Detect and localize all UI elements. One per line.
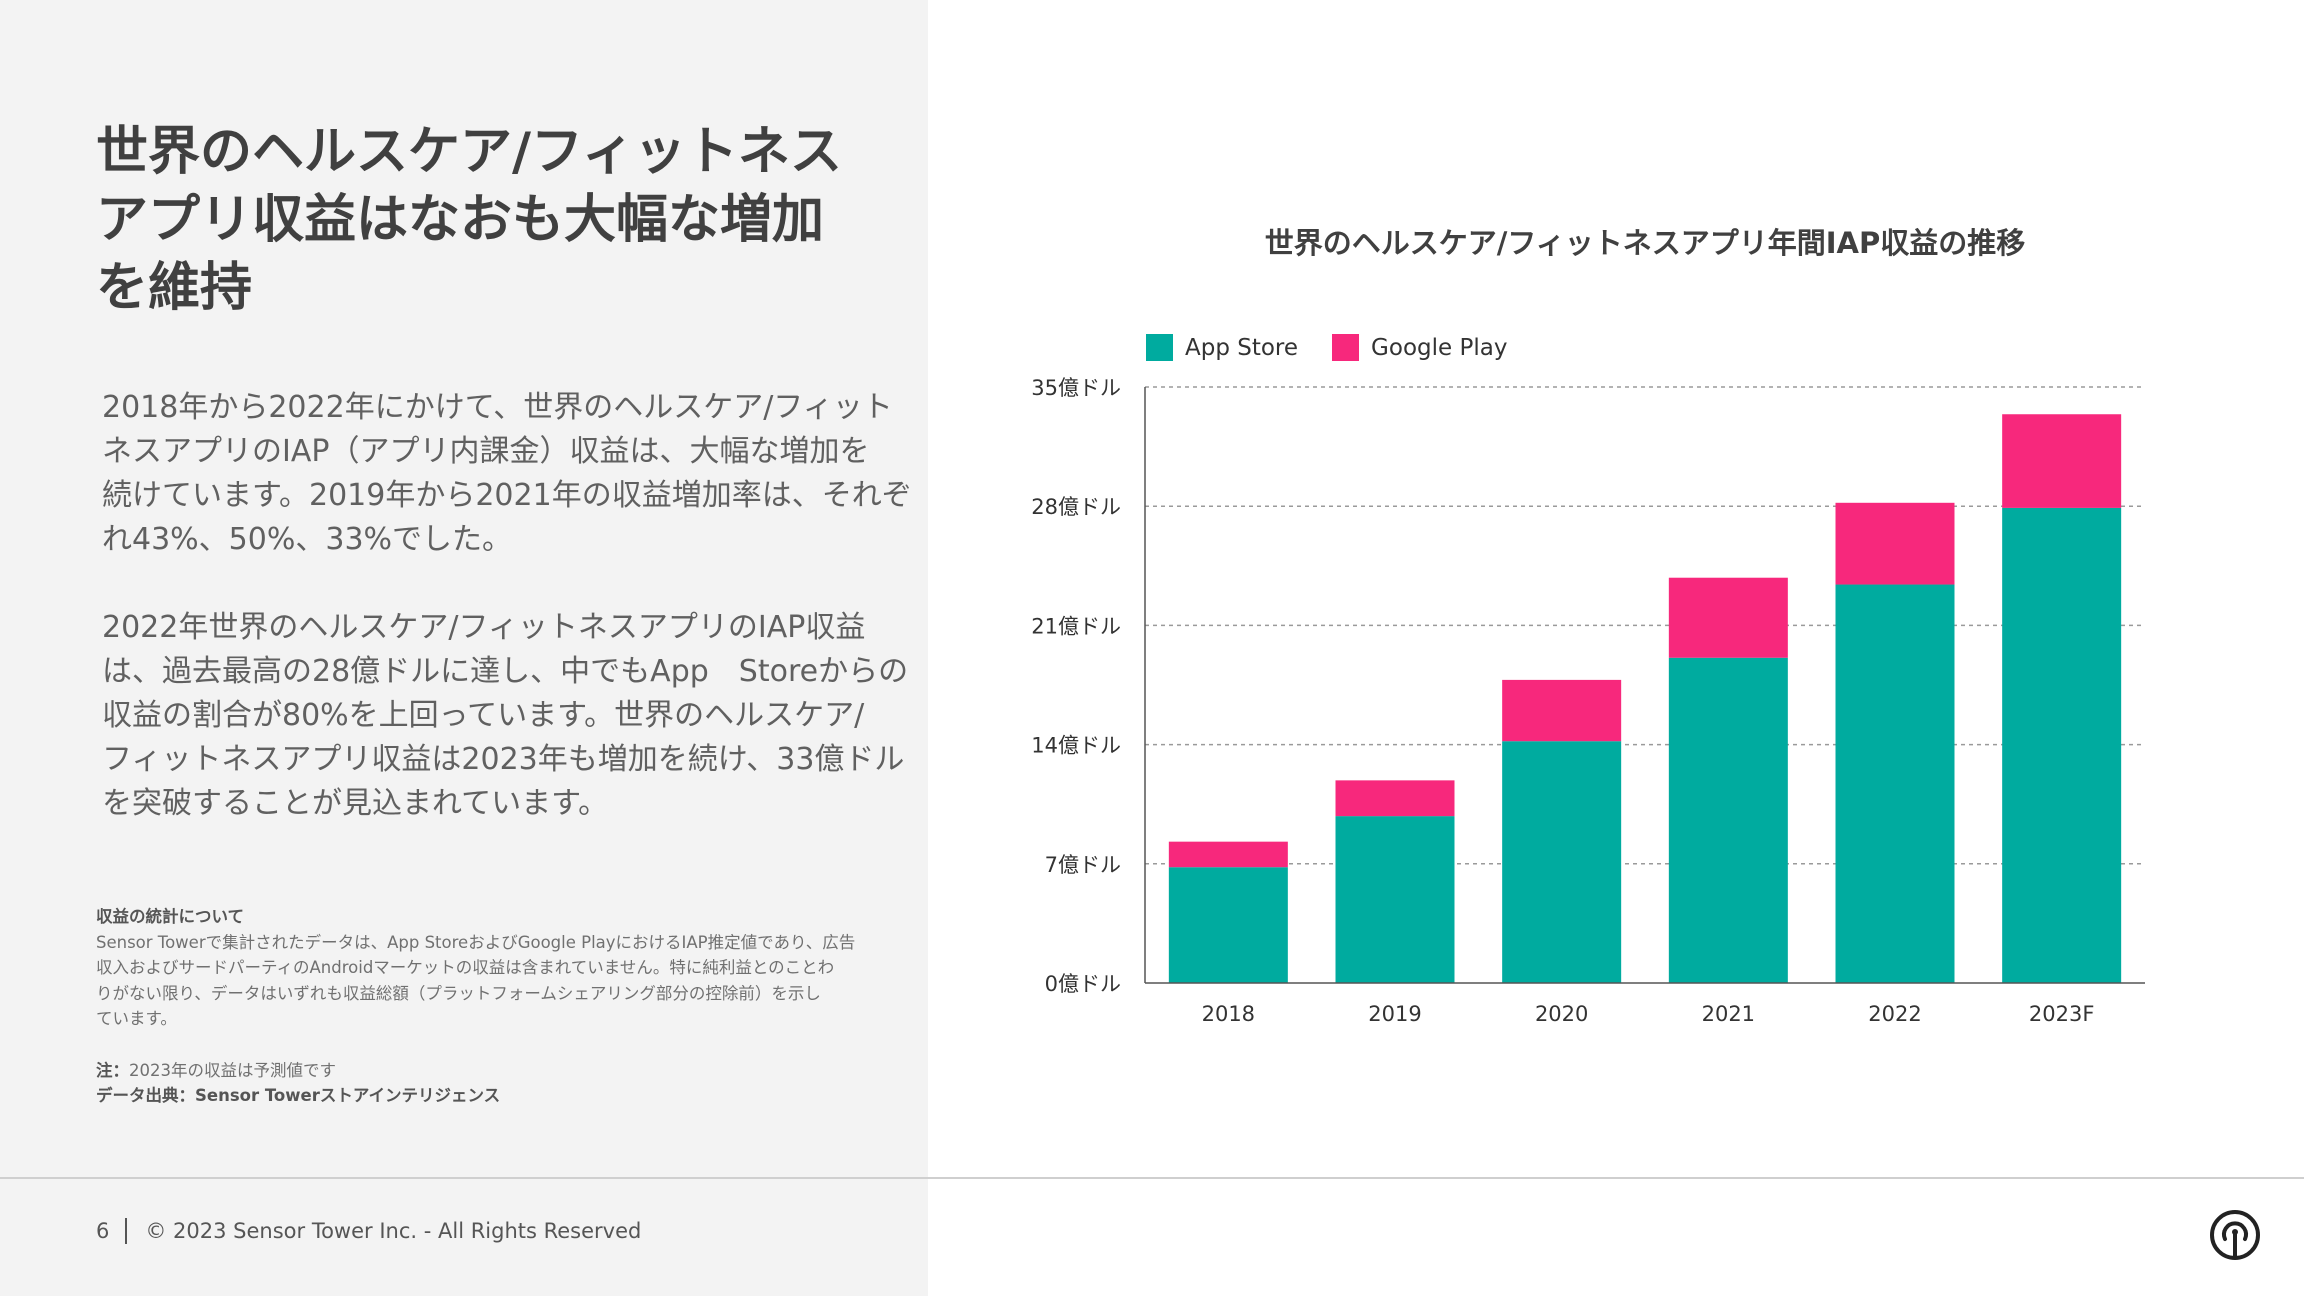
bar-google-play xyxy=(1502,679,1622,742)
page-number: 6 xyxy=(96,1219,110,1243)
body-line: フィットネスアプリ収益は2023年も増加を続け、33億ドル xyxy=(102,742,905,777)
legend-swatch-google-play xyxy=(1332,334,1360,361)
notes-line: りがない限り、データはいずれも収益総額（プラットフォームシェアリング部分の控除前… xyxy=(96,983,821,1003)
note-text: 2023年の収益は予測値です xyxy=(129,1060,336,1080)
bar-google-play xyxy=(2002,414,2122,508)
y-tick-label: 28億ドル xyxy=(1031,495,1121,519)
x-tick-label: 2021 xyxy=(1702,1002,1755,1026)
y-tick-label: 35億ドル xyxy=(1031,376,1121,400)
bar-google-play xyxy=(1168,841,1288,868)
body-text: 2018年から2022年にかけて、世界のヘルスケア/フィット ネスアプリのIAP… xyxy=(102,386,912,870)
y-tick-label: 21億ドル xyxy=(1031,614,1121,638)
body-paragraph-1: 2018年から2022年にかけて、世界のヘルスケア/フィット ネスアプリのIAP… xyxy=(102,386,912,562)
footer-separator xyxy=(125,1218,128,1244)
body-line: を突破することが見込まれています。 xyxy=(102,786,609,821)
forecast-note: 注：2023年の収益は予測値です xyxy=(96,1058,916,1084)
x-tick-label: 2023F xyxy=(2029,1002,2095,1026)
legend-label-app-store: App Store xyxy=(1185,334,1299,361)
legend-item-google-play: Google Play xyxy=(1332,334,1507,361)
note-label: 注： xyxy=(96,1060,129,1080)
notes-line: 収入およびサードパーティのAndroidマーケットの収益は含まれていません。特に… xyxy=(96,958,835,977)
bar-app-store xyxy=(1168,867,1288,983)
page-headline: 世界のヘルスケア/フィットネス アプリ収益はなおも大幅な増加 を維持 xyxy=(96,118,896,322)
methodology-notes: 収益の統計について Sensor Towerで集計されたデータは、App Sto… xyxy=(96,904,916,1109)
source-label: データ出典：Sensor Towerストアインテリジェンス xyxy=(96,1086,501,1105)
body-line: 収益の割合が80%を上回っています。世界のヘルスケア/ xyxy=(102,698,865,733)
y-tick-label: 7億ドル xyxy=(1045,853,1121,877)
chart-title: 世界のヘルスケア/フィットネスアプリ年間IAP収益の推移 xyxy=(1264,226,2026,260)
legend-swatch-app-store xyxy=(1146,334,1173,361)
bar-app-store xyxy=(1835,584,1955,983)
notes-line: ています。 xyxy=(96,1009,177,1028)
left-panel: 世界のヘルスケア/フィットネス アプリ収益はなおも大幅な増加 を維持 2018年… xyxy=(0,0,928,1296)
x-tick-label: 2018 xyxy=(1202,1002,1255,1026)
bar-app-store xyxy=(1668,657,1788,983)
legend-item-app-store: App Store xyxy=(1146,334,1298,361)
bar-app-store xyxy=(2002,507,2122,983)
legend-label-google-play: Google Play xyxy=(1371,334,1508,361)
body-paragraph-2: 2022年世界のヘルスケア/フィットネスアプリのIAP収益 は、過去最高の28億… xyxy=(102,606,909,826)
sensor-tower-logo-icon xyxy=(2210,1210,2260,1260)
footer: 6 © 2023 Sensor Tower Inc. - All Rights … xyxy=(96,1218,641,1244)
y-tick-label: 14億ドル xyxy=(1031,734,1121,758)
headline-line: 世界のヘルスケア/フィットネス xyxy=(96,122,842,182)
notes-line: Sensor Towerで集計されたデータは、App StoreおよびGoogl… xyxy=(96,932,856,952)
x-tick-label: 2019 xyxy=(1368,1002,1421,1026)
body-line: 2022年世界のヘルスケア/フィットネスアプリのIAP収益 xyxy=(102,610,866,645)
chart-legend: App Store Google Play xyxy=(1146,334,1541,361)
notes-heading: 収益の統計について xyxy=(96,907,245,926)
x-tick-label: 2022 xyxy=(1868,1002,1921,1026)
body-line: 2018年から2022年にかけて、世界のヘルスケア/フィット xyxy=(102,390,893,425)
body-line: れ43%、50%、33%でした。 xyxy=(102,522,513,557)
body-line: は、過去最高の28億ドルに達し、中でもApp Storeからの xyxy=(102,654,909,689)
bar-app-store xyxy=(1335,816,1455,983)
y-tick-label: 0億ドル xyxy=(1045,972,1121,996)
bar-google-play xyxy=(1335,780,1455,817)
x-tick-label: 2020 xyxy=(1535,1002,1588,1026)
copyright-text: © 2023 Sensor Tower Inc. - All Rights Re… xyxy=(145,1219,642,1243)
headline-line: を維持 xyxy=(96,258,253,318)
footer-divider xyxy=(0,1177,2304,1179)
headline-line: アプリ収益はなおも大幅な増加 xyxy=(96,190,825,250)
body-line: 続けています。2019年から2021年の収益増加率は、それぞ xyxy=(102,478,912,513)
data-source: データ出典：Sensor Towerストアインテリジェンス xyxy=(96,1083,916,1109)
bar-google-play xyxy=(1668,577,1788,658)
revenue-bar-chart: 0億ドル 7億ドル 14億ドル 21億ドル 28億ドル 35億ドル 2018 2019 2020… xyxy=(1031,376,2145,1026)
body-line: ネスアプリのIAP（アプリ内課金）収益は、大幅な増加を xyxy=(102,434,870,469)
bar-app-store xyxy=(1502,741,1622,983)
bar-google-play xyxy=(1835,502,1955,585)
